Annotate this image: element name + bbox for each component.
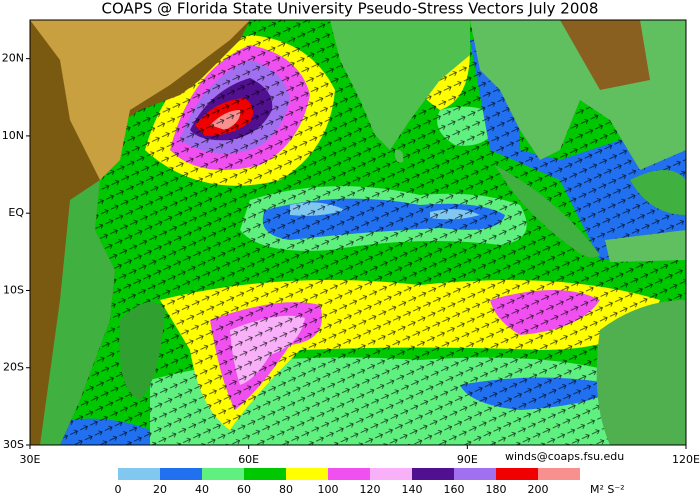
credit: winds@coaps.fsu.edu xyxy=(505,450,624,463)
colorbar-tick-label: 100 xyxy=(318,483,339,496)
y-tick-label: 10S xyxy=(3,283,24,296)
y-tick-label: 10N xyxy=(2,129,24,142)
colorbar-bin xyxy=(454,468,496,480)
colorbar-bin xyxy=(370,468,412,480)
colorbar-bin xyxy=(412,468,454,480)
x-tick-label: 120E xyxy=(672,453,700,466)
colorbar-bin xyxy=(202,468,244,480)
colorbar-tick-label: 0 xyxy=(115,483,122,496)
y-tick-label: 20N xyxy=(2,52,24,65)
colorbar-unit: M² S⁻² xyxy=(590,483,625,496)
y-tick-label: 20S xyxy=(3,361,24,374)
colorbar-bin xyxy=(244,468,286,480)
map-frame xyxy=(29,19,687,446)
colorbar-tick-label: 60 xyxy=(237,483,251,496)
x-tick-label: 30E xyxy=(20,453,41,466)
x-tick-label: 60E xyxy=(238,453,259,466)
map-area xyxy=(30,20,686,445)
colorbar-bin xyxy=(496,468,538,480)
map-title: COAPS @ Florida State University Pseudo-… xyxy=(102,0,599,18)
colorbar-tick-label: 200 xyxy=(528,483,549,496)
colorbar-tick-label: 140 xyxy=(402,483,423,496)
colorbar-tick-label: 20 xyxy=(153,483,167,496)
colorbar-bin xyxy=(160,468,202,480)
colorbar-tick-label: 120 xyxy=(360,483,381,496)
colorbar-bin xyxy=(328,468,370,480)
colorbar-bin xyxy=(118,468,160,480)
y-tick-label: EQ xyxy=(8,206,24,219)
colorbar-bin xyxy=(286,468,328,480)
colorbar-tick-label: 180 xyxy=(486,483,507,496)
colorbar-bin xyxy=(538,468,580,480)
land xyxy=(30,20,686,445)
colorbar-tick-label: 160 xyxy=(444,483,465,496)
colorbar-tick-label: 40 xyxy=(195,483,209,496)
x-tick-label: 90E xyxy=(457,453,478,466)
y-tick-label: 30S xyxy=(3,438,24,451)
colorbar-tick-label: 80 xyxy=(279,483,293,496)
